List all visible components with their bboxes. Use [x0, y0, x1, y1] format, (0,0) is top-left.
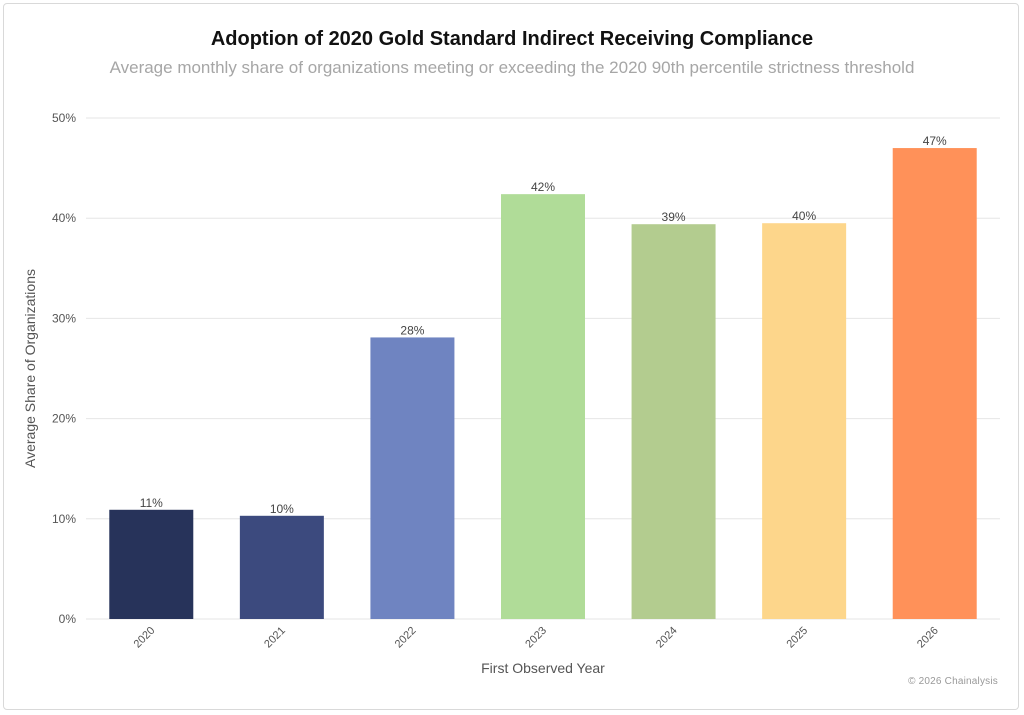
y-tick-label: 0% [59, 612, 77, 626]
bar-2023 [501, 194, 585, 620]
bar-2021 [239, 515, 324, 619]
y-tick-label: 50% [52, 111, 76, 125]
x-tick-label: 2024 [654, 625, 680, 651]
x-axis-title: First Observed Year [481, 660, 605, 676]
y-tick-label: 10% [52, 512, 76, 526]
bar-value-label: 47% [923, 134, 947, 148]
x-tick-label: 2025 [784, 625, 810, 651]
bar-value-label: 28% [400, 323, 424, 337]
bar-value-label: 40% [792, 209, 816, 223]
bar-value-label: 39% [662, 210, 686, 224]
x-tick-label: 2021 [262, 625, 288, 651]
bar-2020 [109, 509, 194, 619]
bar-labels: 11% 10% 28% 42% 39% 40% 47% [140, 134, 947, 516]
x-tick-label: 2022 [393, 625, 419, 651]
y-axis-title: Average Share of Organizations [22, 269, 38, 468]
y-tick-label: 20% [52, 412, 76, 426]
chart-subtitle: Average monthly share of organizations m… [109, 58, 915, 77]
bar-2025 [762, 223, 847, 619]
y-tick-label: 40% [52, 211, 76, 225]
y-tick-label: 30% [52, 311, 76, 325]
x-tick-label: 2023 [523, 625, 549, 651]
x-tick-label: 2020 [132, 625, 158, 651]
x-tick-label: 2026 [915, 625, 941, 651]
bars [109, 148, 977, 620]
bar-value-label: 10% [270, 502, 294, 516]
bar-value-label: 11% [140, 496, 163, 510]
bar-2024 [631, 224, 716, 619]
bar-2022 [370, 337, 455, 619]
copyright-credit: © 2026 Chainalysis [908, 676, 998, 687]
bar-value-label: 42% [531, 180, 555, 194]
chart-title: Adoption of 2020 Gold Standard Indirect … [210, 28, 814, 50]
y-tick-labels: 0% 10% 20% 30% 40% 50% [52, 111, 76, 626]
bar-2026 [892, 148, 977, 619]
x-tick-labels: 2020 2021 2022 2023 2024 2025 2026 [132, 625, 941, 651]
